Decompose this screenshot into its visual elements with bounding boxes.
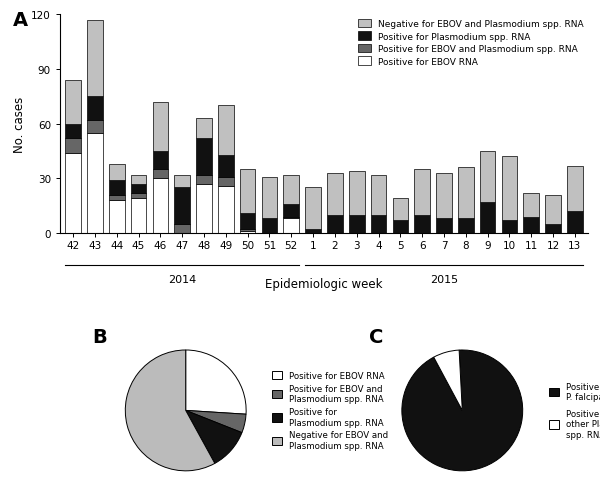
Bar <box>65 153 81 233</box>
Bar <box>218 155 233 177</box>
Bar <box>218 106 233 155</box>
Bar <box>196 119 212 139</box>
Bar <box>262 177 277 219</box>
Wedge shape <box>402 350 523 471</box>
Bar <box>436 173 452 219</box>
Bar <box>87 21 103 97</box>
Bar <box>415 170 430 215</box>
Bar <box>196 175 212 184</box>
Bar <box>349 172 365 215</box>
Bar <box>240 170 256 213</box>
Bar <box>371 175 386 215</box>
Bar <box>152 152 168 170</box>
Text: 2015: 2015 <box>430 274 458 284</box>
Bar <box>87 133 103 233</box>
Bar <box>109 164 125 181</box>
Bar <box>87 97 103 121</box>
Bar <box>502 157 517 221</box>
Bar <box>175 175 190 188</box>
Bar <box>262 219 277 233</box>
Bar <box>371 215 386 233</box>
Bar <box>567 166 583 212</box>
Bar <box>545 195 561 224</box>
Bar <box>283 217 299 219</box>
Bar <box>131 175 146 184</box>
Bar <box>283 175 299 204</box>
Bar <box>240 230 256 232</box>
Bar <box>545 224 561 233</box>
Bar <box>175 188 190 224</box>
Bar <box>152 179 168 233</box>
Legend: Positive for EBOV RNA, Positive for EBOV and
Plasmodium spp. RNA, Positive for
P: Positive for EBOV RNA, Positive for EBOV… <box>269 368 392 453</box>
Bar <box>305 188 321 230</box>
Wedge shape <box>125 350 215 471</box>
Bar <box>65 139 81 153</box>
Bar <box>218 186 233 233</box>
Bar <box>415 215 430 233</box>
Bar <box>131 199 146 233</box>
Bar <box>327 173 343 215</box>
Bar <box>480 152 496 203</box>
Bar <box>196 184 212 233</box>
Bar <box>502 221 517 233</box>
Bar <box>218 177 233 186</box>
Legend: Negative for EBOV and Plasmodium spp. RNA, Positive for Plasmodium spp. RNA, Pos: Negative for EBOV and Plasmodium spp. RN… <box>358 20 583 67</box>
Bar <box>65 81 81 124</box>
Bar <box>240 232 256 233</box>
Bar <box>152 170 168 179</box>
Text: C: C <box>368 328 383 347</box>
Bar <box>436 219 452 233</box>
Bar <box>109 181 125 195</box>
Bar <box>349 215 365 233</box>
Wedge shape <box>186 411 242 463</box>
Bar <box>327 215 343 233</box>
Bar <box>283 219 299 233</box>
Bar <box>458 219 473 233</box>
Text: A: A <box>13 11 28 30</box>
Y-axis label: No. cases: No. cases <box>13 96 26 152</box>
Bar <box>109 195 125 201</box>
Wedge shape <box>186 411 246 433</box>
Bar <box>567 212 583 233</box>
Bar <box>392 221 408 233</box>
Bar <box>392 199 408 221</box>
Wedge shape <box>186 350 246 414</box>
Bar <box>480 203 496 233</box>
Bar <box>152 103 168 152</box>
Text: B: B <box>92 328 107 347</box>
Bar <box>523 217 539 233</box>
Bar <box>196 139 212 175</box>
Bar <box>87 121 103 133</box>
Bar <box>523 193 539 217</box>
Bar <box>305 230 321 233</box>
Bar <box>458 168 473 219</box>
Text: Epidemiologic week: Epidemiologic week <box>265 278 383 290</box>
Bar <box>175 224 190 233</box>
Bar <box>240 213 256 230</box>
Legend: Positive for
P. falciparum RNA, Positive for
other Plasmodium
spp. RNA: Positive for P. falciparum RNA, Positive… <box>545 379 600 442</box>
Wedge shape <box>434 350 462 411</box>
Bar <box>131 193 146 199</box>
Text: 2014: 2014 <box>168 274 196 284</box>
Bar <box>109 201 125 233</box>
Bar <box>65 124 81 139</box>
Bar <box>283 204 299 217</box>
Bar <box>131 184 146 193</box>
